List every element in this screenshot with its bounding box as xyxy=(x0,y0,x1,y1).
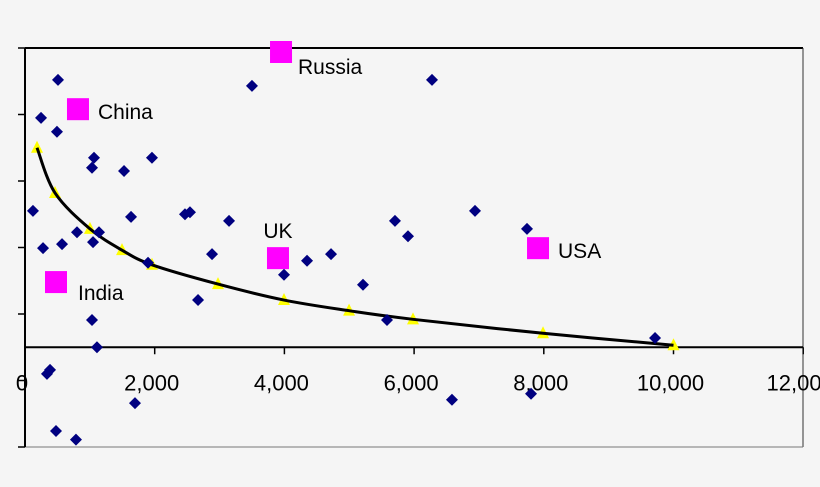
data-point-diamond xyxy=(468,204,481,217)
country-label-india: India xyxy=(78,282,124,305)
data-point-diamond xyxy=(85,161,98,174)
data-point-diamond xyxy=(525,387,538,400)
trend-line xyxy=(35,147,674,347)
data-point-diamond xyxy=(145,151,158,164)
data-point-diamond xyxy=(92,226,105,239)
data-point-diamond xyxy=(128,397,141,410)
data-point-diamond xyxy=(206,248,219,261)
highlight-square-india xyxy=(44,271,67,294)
country-label-russia: Russia xyxy=(298,56,363,79)
data-point-diamond xyxy=(118,165,131,178)
data-point-diamond xyxy=(356,278,369,291)
data-point-diamond xyxy=(521,222,534,235)
data-point-diamond xyxy=(26,204,39,217)
data-point-diamond xyxy=(85,313,98,326)
data-point-diamond xyxy=(223,214,236,227)
data-point-diamond xyxy=(142,256,155,269)
data-point-diamond xyxy=(87,236,100,249)
data-point-diamond xyxy=(52,73,65,86)
data-point-diamond xyxy=(71,226,84,239)
data-point-diamond xyxy=(388,214,401,227)
data-point-diamond xyxy=(325,248,338,261)
x-tick-label: 12,000 xyxy=(767,370,820,395)
data-point-diamond xyxy=(56,238,69,251)
data-point-diamond xyxy=(192,294,205,307)
data-point-diamond xyxy=(445,393,458,406)
data-point-diamond xyxy=(380,313,393,326)
country-label-china: China xyxy=(98,101,153,124)
data-point-diamond xyxy=(50,125,63,138)
data-point-diamond xyxy=(44,363,57,376)
x-tick-label: 2,000 xyxy=(124,370,179,395)
data-point-diamond xyxy=(183,206,196,219)
data-point-diamond xyxy=(301,254,314,267)
highlight-square-china xyxy=(66,98,89,121)
data-point-diamond xyxy=(69,433,82,446)
highlight-square-usa xyxy=(527,237,550,260)
data-point-diamond xyxy=(649,331,662,344)
data-point-diamond xyxy=(88,151,101,164)
data-point-diamond xyxy=(49,425,62,438)
x-tick-label: 4,000 xyxy=(254,370,309,395)
data-point-diamond xyxy=(35,111,48,124)
country-label-usa: USA xyxy=(558,240,601,263)
country-label-uk: UK xyxy=(263,220,292,243)
highlight-square-russia xyxy=(270,40,293,63)
data-point-diamond xyxy=(90,341,103,354)
x-tick-label: 10,000 xyxy=(637,370,704,395)
trend-marker-triangle xyxy=(30,140,43,153)
data-point-diamond xyxy=(425,73,438,86)
x-tick-label: 6,000 xyxy=(384,370,439,395)
x-tick-label: 8,000 xyxy=(513,370,568,395)
data-point-diamond xyxy=(125,210,138,223)
data-point-diamond xyxy=(278,268,291,281)
data-point-diamond xyxy=(402,230,415,243)
x-tick-label: 0 xyxy=(16,370,28,395)
highlight-square-uk xyxy=(266,247,289,270)
data-point-diamond xyxy=(37,242,50,255)
data-point-diamond xyxy=(245,79,258,92)
